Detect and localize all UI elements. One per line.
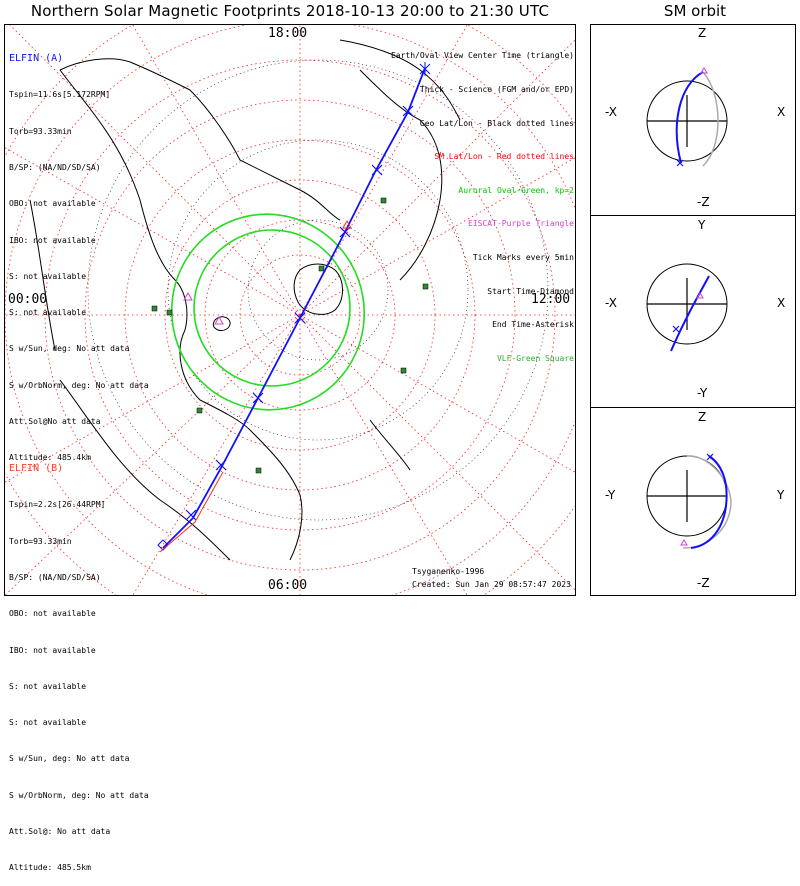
elfin-a-info: ELFIN (A) Tspin=11.6s[5.172RPM] Torb=93.…: [9, 28, 149, 476]
elfin-a-line: S: not available: [9, 271, 87, 281]
geo-grid: [87, 59, 549, 521]
mlt-label-top: 18:00: [268, 26, 308, 41]
sm-panel-yz: Z -Y Y -Z: [590, 407, 796, 596]
elfin-a-line: OBO: not available: [9, 199, 96, 209]
elfin-a-line: Att.Sol@No att data: [9, 416, 101, 426]
elfin-b-line: S w/Sun, deg: No att data: [9, 754, 130, 764]
legend-item: EISCAT-Purple Triangle: [468, 219, 574, 229]
model-credit: Tsyganenko-1996: [412, 567, 485, 576]
axis-right: Y: [777, 488, 785, 502]
axis-top: Y: [698, 218, 706, 232]
legend-item: Earth/Oval View Center Time (triangle): [390, 51, 574, 61]
sm-plot-xz: [646, 67, 728, 167]
mlt-label-right: 12:00: [531, 292, 571, 307]
legend-item: Thick - Science (FGM and/or EPD): [419, 85, 574, 95]
legend-item: Start Time-Diamond: [487, 286, 574, 296]
elfin-b-line: S: not available: [9, 681, 87, 691]
elfin-a-line: S w/Sun, deg: No att data: [9, 344, 130, 354]
elfin-b-line: S w/OrbNorm, deg: No att data: [9, 790, 149, 800]
axis-left: -Y: [605, 488, 616, 502]
axis-right: X: [777, 105, 786, 119]
elfin-b-line: Torb=93.33min: [9, 536, 72, 546]
elfin-b-line: Tspin=2.2s[26.44RPM]: [9, 500, 106, 510]
elfin-b-line: Altitude: 485.5km: [9, 863, 91, 873]
axis-top: Z: [698, 410, 707, 424]
elfin-a-line: Altitude: 485.4km: [9, 453, 91, 463]
elfin-b-info: ELFIN (B) Tspin=2.2s[26.44RPM] Torb=93.3…: [9, 438, 149, 886]
axis-right: X: [777, 296, 786, 310]
sm-panel-xy: Y -X X -Y: [590, 215, 796, 408]
mlt-label-bottom: 06:00: [268, 578, 308, 593]
elfin-a-line: Tspin=11.6s[5.172RPM]: [9, 90, 111, 100]
sm-panel-xz: Z -X X -Z: [590, 24, 796, 216]
orbit-track-elfin-b: [159, 219, 352, 553]
axis-bottom: -Z: [697, 576, 710, 590]
auroral-oval: [170, 213, 366, 411]
elfin-b-line: S: not available: [9, 718, 87, 728]
legend-item: SM Lat/Lon - Red dotted lines: [434, 152, 574, 162]
sm-grid: [5, 25, 575, 595]
elfin-a-line: B/SP: (NA/ND/SD/SA): [9, 162, 101, 172]
elfin-b-line: Att.Sol@: No att data: [9, 826, 111, 836]
legend-item: Geo Lat/Lon - Black dotted lines: [419, 118, 574, 128]
elfin-a-name: ELFIN (A): [9, 53, 64, 65]
sm-plot-yz: [646, 453, 732, 549]
mlt-label-left: 00:00: [8, 292, 48, 307]
legend-item: Auroral Oval-Green, kp=2: [458, 185, 574, 195]
legend-item: Tick Marks every 5min: [472, 253, 574, 263]
legend-item: End Time-Asterisk: [492, 320, 574, 330]
polar-map-frame: [4, 24, 576, 596]
orbit-track-elfin: [157, 62, 431, 551]
coastlines: [29, 39, 461, 561]
vlf-squares: [151, 197, 429, 474]
axis-left: -X: [605, 296, 617, 310]
elfin-a-line: Torb=93.33min: [9, 126, 72, 136]
legend-item: VLF-Green Square: [496, 353, 574, 363]
axis-bottom: -Z: [697, 195, 710, 209]
created-date: Created: Sun Jan 29 08:57:47 2023: [412, 580, 571, 589]
polar-map: [5, 25, 575, 595]
elfin-b-name: ELFIN (B): [9, 463, 64, 475]
elfin-a-line: IBO: not available: [9, 235, 96, 245]
axis-left: -X: [605, 105, 617, 119]
sm-plot-xy: [646, 263, 728, 352]
elfin-a-line: S w/OrbNorm, deg: No att data: [9, 380, 149, 390]
elfin-b-line: B/SP: (NA/ND/SD/SA): [9, 572, 101, 582]
elfin-b-line: OBO: not available: [9, 609, 96, 619]
eiscat-triangles: [183, 291, 224, 325]
legend: Earth/Oval View Center Time (triangle) T…: [391, 28, 574, 375]
axis-bottom: -Y: [697, 386, 708, 400]
sm-orbit-title: SM orbit: [663, 2, 727, 20]
plot-title: Northern Solar Magnetic Footprints 2018-…: [30, 2, 550, 20]
axis-top: Z: [698, 26, 707, 40]
elfin-a-line: S: not available: [9, 308, 87, 318]
elfin-b-line: IBO: not available: [9, 645, 96, 655]
